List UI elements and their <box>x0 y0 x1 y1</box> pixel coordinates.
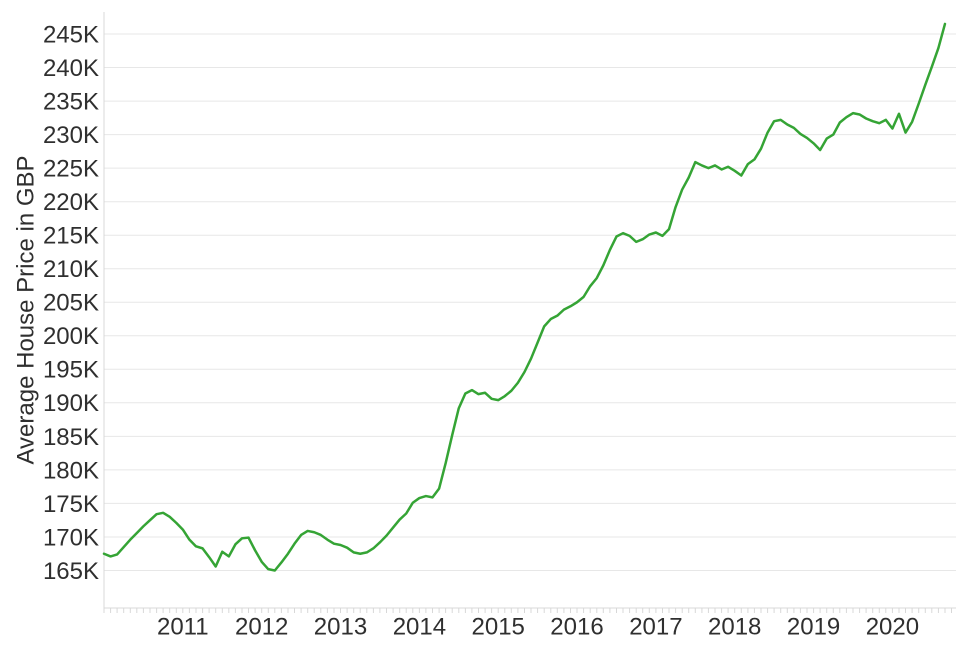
x-tick-label: 2014 <box>393 613 446 640</box>
y-tick-label: 245K <box>43 21 99 48</box>
y-tick-label: 190K <box>43 390 99 417</box>
x-tick-label: 2013 <box>314 613 367 640</box>
y-tick-label: 165K <box>43 558 99 585</box>
y-tick-label: 175K <box>43 491 99 518</box>
x-tick-label: 2011 <box>157 613 209 640</box>
x-tick-label: 2016 <box>550 613 603 640</box>
y-tick-label: 200K <box>43 323 99 350</box>
y-tick-label: 170K <box>43 524 99 551</box>
price-line-series <box>102 22 947 572</box>
y-tick-label: 205K <box>43 290 99 317</box>
x-tick-label: 2012 <box>235 613 288 640</box>
x-tick-label: 2018 <box>708 613 761 640</box>
y-tick-label: 235K <box>43 89 99 116</box>
y-tick-label: 180K <box>43 457 99 484</box>
y-tick-label: 185K <box>43 424 99 451</box>
gridlines <box>104 33 956 571</box>
x-axis-year-labels: 2011 2012 2013 2014 2015 2016 2017 2018 2019 2020 <box>157 613 919 640</box>
y-tick-label: 220K <box>43 189 99 216</box>
x-axis-month-ticks <box>103 608 952 613</box>
x-tick-label: 2020 <box>866 613 919 640</box>
y-tick-label: 215K <box>43 223 99 250</box>
y-tick-label: 240K <box>43 55 99 82</box>
y-axis-tick-labels: 165K 170K 175K 180K 185K 190K 195K 200K 205K 210K… <box>43 21 99 585</box>
y-tick-label: 195K <box>43 357 99 384</box>
x-tick-label: 2019 <box>787 613 840 640</box>
x-tick-label: 2015 <box>472 613 525 640</box>
y-tick-label: 230K <box>43 122 99 149</box>
y-tick-label: 225K <box>43 156 99 183</box>
y-axis-title: Average House Price in GBP <box>12 155 39 464</box>
x-tick-label: 2017 <box>629 613 682 640</box>
y-tick-label: 210K <box>43 256 99 283</box>
house-price-polyline <box>102 22 947 572</box>
